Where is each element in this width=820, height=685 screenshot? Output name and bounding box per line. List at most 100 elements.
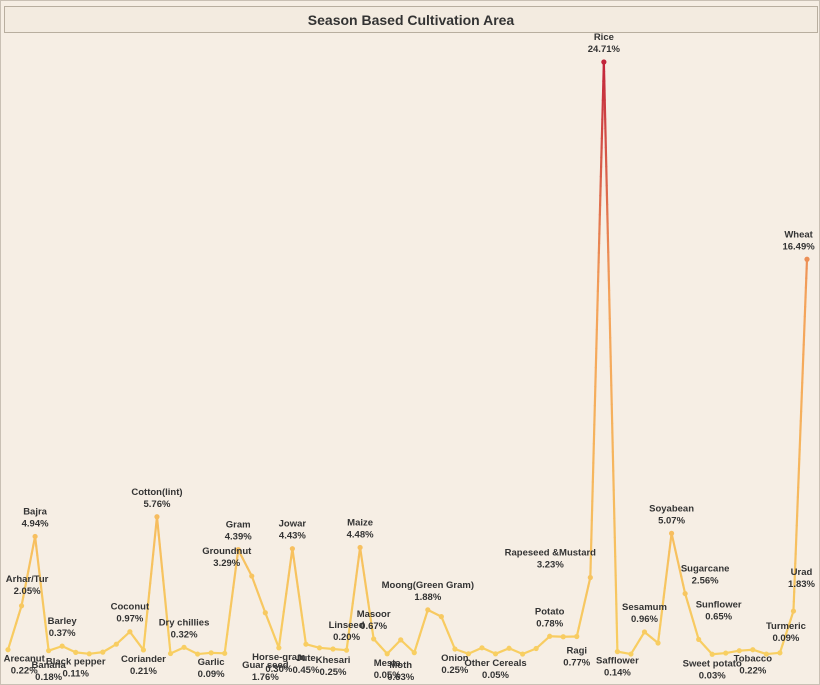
data-point[interactable]	[113, 641, 119, 647]
data-point[interactable]	[655, 640, 661, 646]
data-point[interactable]	[222, 650, 228, 656]
data-point[interactable]	[208, 650, 214, 656]
data-point[interactable]	[18, 603, 25, 609]
data-point[interactable]	[587, 574, 593, 581]
data-label-crop: Turmeric	[766, 621, 806, 632]
data-point[interactable]	[763, 651, 769, 657]
data-label-crop: Black pepper	[46, 656, 106, 667]
data-label-crop: Coconut	[111, 602, 150, 613]
data-point[interactable]	[289, 546, 295, 552]
data-point[interactable]	[492, 651, 499, 657]
data-point[interactable]	[73, 649, 79, 655]
data-point[interactable]	[533, 645, 539, 652]
chart-title: Season Based Cultivation Area	[307, 11, 515, 28]
data-label-value: 0.09%	[198, 669, 225, 680]
data-point[interactable]	[668, 530, 675, 536]
data-point[interactable]	[303, 641, 309, 647]
data-label-value: 1.88%	[414, 592, 441, 603]
data-label: Moong(Green Gram)1.88%	[382, 580, 474, 603]
data-point[interactable]	[425, 607, 431, 613]
data-point[interactable]	[357, 544, 363, 551]
data-point[interactable]	[127, 629, 133, 635]
data-label-value: 0.78%	[536, 618, 563, 629]
data-point[interactable]	[86, 651, 92, 657]
data-point[interactable]	[276, 645, 282, 651]
data-point[interactable]	[465, 651, 472, 657]
data-label-value: 0.97%	[116, 614, 143, 625]
data-point[interactable]	[520, 651, 526, 657]
data-point[interactable]	[194, 651, 201, 657]
data-label-value: 0.22%	[739, 666, 766, 677]
data-point[interactable]	[262, 610, 268, 616]
data-point[interactable]	[384, 651, 390, 657]
data-label-crop: Rice	[594, 32, 614, 43]
data-label-crop: Guar seed	[242, 660, 289, 671]
data-point[interactable]	[316, 645, 323, 651]
data-label-crop: Garlic	[198, 657, 225, 668]
data-label-crop: Moong(Green Gram)	[382, 580, 474, 591]
data-label-crop: Masoor	[357, 609, 391, 620]
data-point[interactable]	[249, 573, 255, 579]
data-label-crop: Jute	[296, 653, 316, 664]
data-point[interactable]	[479, 645, 485, 651]
data-point[interactable]	[5, 647, 11, 653]
data-point[interactable]	[574, 633, 580, 640]
data-point[interactable]	[804, 256, 810, 262]
data-label-crop: Other Cereals	[464, 658, 526, 669]
data-point[interactable]	[235, 547, 241, 553]
data-point[interactable]	[560, 634, 566, 640]
data-point[interactable]	[601, 59, 607, 65]
data-point[interactable]	[777, 650, 783, 656]
data-point[interactable]	[343, 647, 350, 653]
data-point[interactable]	[371, 636, 377, 642]
data-point[interactable]	[140, 647, 147, 653]
data-point[interactable]	[59, 643, 65, 649]
line-segment	[399, 638, 416, 654]
data-point[interactable]	[438, 614, 444, 620]
data-point[interactable]	[100, 649, 106, 655]
data-point[interactable]	[696, 636, 702, 643]
data-point[interactable]	[46, 648, 52, 654]
data-point[interactable]	[398, 637, 404, 643]
data-point[interactable]	[628, 651, 634, 657]
data-label-value: 0.18%	[35, 672, 62, 683]
data-label-crop: Ragi	[566, 646, 587, 657]
line-segment	[128, 630, 145, 652]
data-point[interactable]	[750, 647, 756, 653]
data-point[interactable]	[736, 648, 742, 654]
data-label-value: 0.14%	[604, 668, 631, 679]
line-segment	[386, 638, 402, 655]
data-point[interactable]	[167, 650, 174, 657]
data-point[interactable]	[709, 651, 715, 657]
data-label-value: 0.77%	[563, 658, 590, 669]
line-segment	[115, 630, 131, 646]
data-point[interactable]	[723, 650, 729, 656]
data-point[interactable]	[506, 645, 512, 651]
data-label-value: 0.67%	[360, 621, 387, 632]
line-segment	[33, 535, 50, 652]
data-point[interactable]	[547, 633, 553, 639]
data-point[interactable]	[790, 608, 797, 614]
data-point[interactable]	[682, 590, 688, 597]
data-point[interactable]	[330, 646, 336, 652]
data-point[interactable]	[181, 644, 187, 650]
data-point[interactable]	[641, 629, 648, 635]
data-point[interactable]	[452, 646, 458, 652]
line-segment	[602, 60, 619, 653]
data-point[interactable]	[411, 650, 417, 656]
data-label-crop: Sugarcane	[681, 564, 730, 575]
data-point[interactable]	[614, 649, 621, 655]
data-point[interactable]	[32, 533, 38, 540]
data-point[interactable]	[154, 514, 160, 520]
